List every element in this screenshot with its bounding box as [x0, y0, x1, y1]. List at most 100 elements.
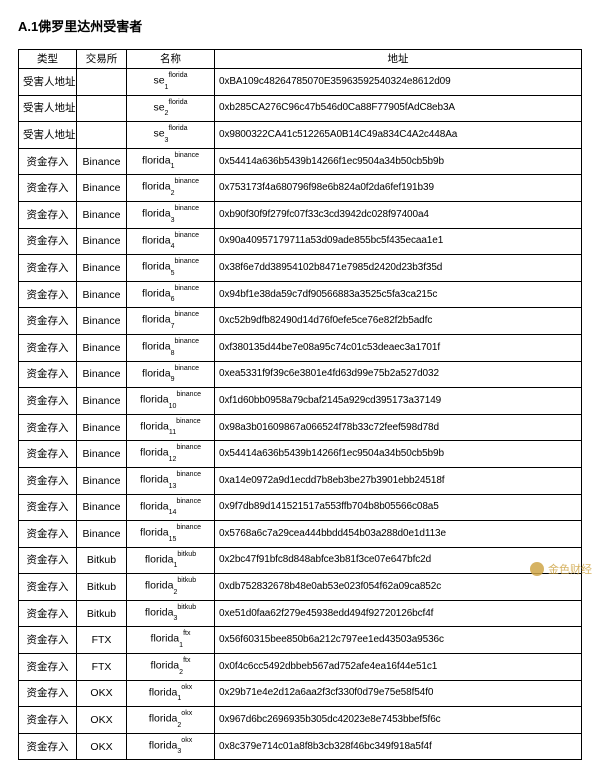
name-superscript: binance	[174, 285, 199, 292]
cell-type: 资金存入	[19, 654, 77, 681]
cell-type: 资金存入	[19, 467, 77, 494]
name-subscript: 2	[171, 190, 175, 197]
cell-address: 0x2bc47f91bfc8d848abfce3b81f3ce07e647bfc…	[215, 547, 582, 574]
name-base: florida	[142, 234, 171, 246]
cell-address: 0xb285CA276C96c47b546d0Ca88F77905fAdC8eb…	[215, 95, 582, 122]
cell-exchange	[77, 122, 127, 149]
table-row: 资金存入Binanceflorida9binance0xea5331f9f39c…	[19, 361, 582, 388]
cell-exchange	[77, 69, 127, 96]
table-row: 资金存入Binanceflorida5binance0x38f6e7dd3895…	[19, 255, 582, 282]
name-base: florida	[151, 633, 180, 645]
cell-name: florida12binance	[127, 441, 215, 468]
cell-exchange: Binance	[77, 228, 127, 255]
name-base: se	[153, 101, 164, 113]
name-base: florida	[142, 314, 171, 326]
name-subscript: 14	[169, 509, 177, 516]
name-superscript: florida	[168, 99, 187, 106]
table-row: 资金存入Bitkubflorida2bitkub0xdb752832678b48…	[19, 574, 582, 601]
name-subscript: 6	[171, 296, 175, 303]
cell-name: florida1ftx	[127, 627, 215, 654]
table-row: 资金存入Binanceflorida1binance0x54414a636b54…	[19, 148, 582, 175]
table-row: 资金存入OKXflorida2okx0x967d6bc2696935b305dc…	[19, 707, 582, 734]
cell-address: 0x8c379e714c01a8f8b3cb328f46bc349f918a5f…	[215, 733, 582, 760]
cell-exchange: Binance	[77, 467, 127, 494]
name-superscript: okx	[181, 684, 192, 691]
cell-type: 资金存入	[19, 334, 77, 361]
cell-address: 0x0f4c6cc5492dbbeb567ad752afe4ea16f44e51…	[215, 654, 582, 681]
cell-address: 0x9800322CA41c512265A0B14C49a834C4A2c448…	[215, 122, 582, 149]
name-base: florida	[140, 527, 169, 539]
name-subscript: 1	[179, 642, 183, 649]
cell-name: florida1binance	[127, 148, 215, 175]
table-row: 资金存入Binanceflorida12binance0x54414a636b5…	[19, 441, 582, 468]
name-base: florida	[149, 713, 178, 725]
cell-name: florida2bitkub	[127, 574, 215, 601]
cell-type: 资金存入	[19, 388, 77, 415]
name-subscript: 13	[169, 483, 177, 490]
name-superscript: binance	[174, 258, 199, 265]
name-subscript: 10	[169, 403, 177, 410]
table-header-row: 类型 交易所 名称 地址	[19, 50, 582, 69]
cell-address: 0x90a40957179711a53d09ade855bc5f435ecaa1…	[215, 228, 582, 255]
cell-type: 资金存入	[19, 547, 77, 574]
cell-name: florida2binance	[127, 175, 215, 202]
cell-address: 0xf380135d44be7e08a95c74c01c53deaec3a170…	[215, 334, 582, 361]
table-row: 资金存入OKXflorida3okx0x8c379e714c01a8f8b3cb…	[19, 733, 582, 760]
cell-type: 资金存入	[19, 494, 77, 521]
name-superscript: bitkub	[177, 604, 196, 611]
victim-table: 类型 交易所 名称 地址 受害人地址se1florida0xBA109c4826…	[18, 49, 582, 760]
name-subscript: 1	[177, 695, 181, 702]
cell-exchange	[77, 95, 127, 122]
cell-address: 0x9f7db89d141521517a553ffb704b8b05566c08…	[215, 494, 582, 521]
cell-type: 资金存入	[19, 574, 77, 601]
cell-address: 0x753173f4a680796f98e6b824a0f2da6fef191b…	[215, 175, 582, 202]
cell-address: 0xe51d0faa62f279e45938edd494f92720126bcf…	[215, 600, 582, 627]
name-base: florida	[142, 207, 171, 219]
name-superscript: ftx	[183, 630, 190, 637]
cell-name: florida3bitkub	[127, 600, 215, 627]
name-subscript: 8	[171, 350, 175, 357]
cell-address: 0x29b71e4e2d12a6aa2f3cf330f0d79e75e58f54…	[215, 680, 582, 707]
col-header-address: 地址	[215, 50, 582, 69]
cell-exchange: Binance	[77, 148, 127, 175]
cell-type: 资金存入	[19, 707, 77, 734]
cell-address: 0x54414a636b5439b14266f1ec9504a34b50cb5b…	[215, 148, 582, 175]
cell-address: 0x5768a6c7a29cea444bbdd454b03a288d0e1d11…	[215, 521, 582, 548]
cell-name: florida7binance	[127, 308, 215, 335]
cell-exchange: Bitkub	[77, 574, 127, 601]
cell-name: florida3okx	[127, 733, 215, 760]
name-subscript: 3	[165, 137, 169, 144]
name-subscript: 5	[171, 270, 175, 277]
cell-exchange: Binance	[77, 175, 127, 202]
name-superscript: binance	[174, 232, 199, 239]
cell-address: 0x98a3b01609867a066524f78b33c72feef598d7…	[215, 414, 582, 441]
cell-type: 资金存入	[19, 361, 77, 388]
name-subscript: 11	[169, 429, 176, 436]
name-superscript: binance	[176, 418, 201, 425]
cell-name: florida3binance	[127, 201, 215, 228]
cell-name: florida10binance	[127, 388, 215, 415]
name-superscript: binance	[174, 311, 199, 318]
watermark: 金色财经	[530, 561, 592, 577]
cell-type: 资金存入	[19, 600, 77, 627]
cell-exchange: Binance	[77, 334, 127, 361]
cell-exchange: FTX	[77, 627, 127, 654]
cell-type: 资金存入	[19, 521, 77, 548]
cell-type: 受害人地址	[19, 69, 77, 96]
name-superscript: florida	[168, 72, 187, 79]
name-superscript: ftx	[183, 657, 190, 664]
cell-name: florida2ftx	[127, 654, 215, 681]
cell-name: se3florida	[127, 122, 215, 149]
name-superscript: binance	[176, 524, 201, 531]
cell-address: 0xea5331f9f39c6e3801e4fd63d99e75b2a527d0…	[215, 361, 582, 388]
name-superscript: binance	[176, 391, 201, 398]
name-base: se	[153, 128, 164, 140]
cell-name: se2florida	[127, 95, 215, 122]
cell-exchange: FTX	[77, 654, 127, 681]
name-subscript: 2	[174, 589, 178, 596]
cell-name: florida4binance	[127, 228, 215, 255]
table-row: 资金存入Binanceflorida4binance0x90a409571797…	[19, 228, 582, 255]
name-superscript: bitkub	[177, 577, 196, 584]
table-row: 资金存入Bitkubflorida3bitkub0xe51d0faa62f279…	[19, 600, 582, 627]
name-superscript: binance	[174, 365, 199, 372]
